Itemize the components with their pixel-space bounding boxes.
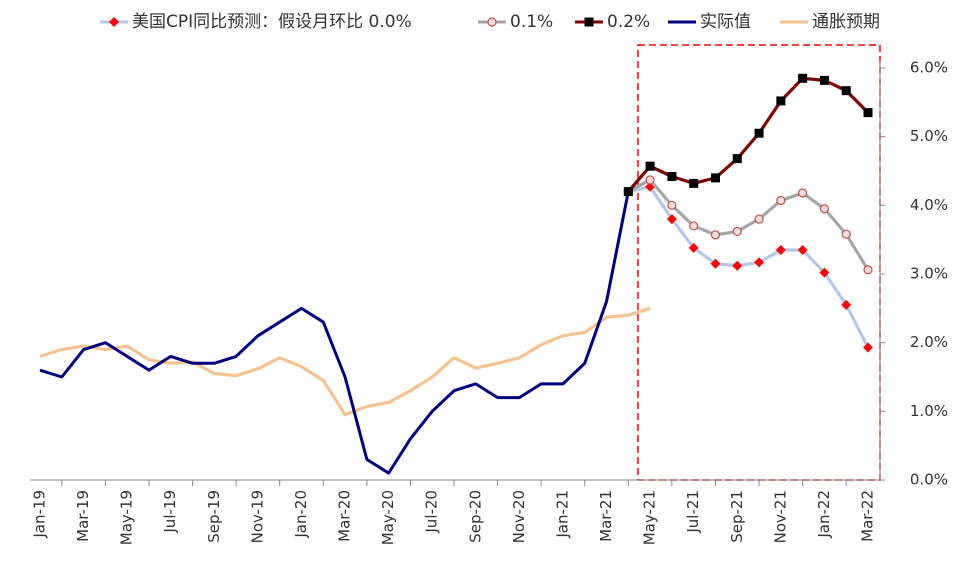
y-tick-label: 3.0% <box>910 265 948 283</box>
marker <box>754 257 765 268</box>
series-line <box>627 185 870 349</box>
x-tick-label: Sep-20 <box>466 490 484 543</box>
legend-label: 实际值 <box>700 12 751 32</box>
y-tick-label: 0.0% <box>910 471 948 489</box>
legend-label: 0.1% <box>510 12 553 32</box>
marker <box>688 242 699 253</box>
marker <box>863 342 873 353</box>
marker <box>776 96 786 106</box>
marker <box>732 260 743 271</box>
series-line <box>627 76 870 193</box>
legend-label: 美国CPI同比预测：假设月环比 0.0% <box>132 12 412 32</box>
x-tick-label: Sep-21 <box>728 490 746 543</box>
marker <box>487 17 497 27</box>
legend-item: 美国CPI同比预测：假设月环比 0.0% <box>100 12 412 32</box>
x-tick-label: Mar-22 <box>859 490 877 542</box>
marker <box>710 230 721 240</box>
y-tick-label: 4.0% <box>910 196 948 214</box>
marker <box>666 214 677 225</box>
x-tick-label: Jul-21 <box>684 490 702 534</box>
marker <box>841 86 851 96</box>
legend-item: 0.2% <box>575 12 650 32</box>
marker <box>584 17 594 27</box>
legend-label: 通胀预期 <box>812 12 880 32</box>
legend-item: 实际值 <box>668 12 751 32</box>
marker <box>689 221 699 231</box>
series-line <box>39 191 630 475</box>
x-tick-label: Jan-20 <box>292 490 310 539</box>
x-tick-label: Mar-19 <box>74 490 92 542</box>
x-tick-label: May-20 <box>379 490 397 545</box>
marker <box>775 244 786 255</box>
marker <box>689 178 699 188</box>
x-tick-label: May-21 <box>641 490 659 545</box>
marker <box>109 17 119 27</box>
marker <box>754 128 764 138</box>
marker <box>623 187 633 197</box>
marker <box>841 299 852 310</box>
y-tick-label: 2.0% <box>910 333 948 351</box>
series-line <box>39 306 651 417</box>
x-tick-label: Sep-19 <box>205 490 223 543</box>
x-tick-label: Jul-19 <box>161 490 179 534</box>
marker <box>710 173 720 183</box>
series-line <box>627 178 870 271</box>
marker <box>863 265 873 275</box>
marker <box>798 73 808 83</box>
y-tick-label: 1.0% <box>910 402 948 420</box>
y-tick-label: 6.0% <box>910 59 948 77</box>
x-tick-label: Jan-22 <box>815 490 833 539</box>
marker <box>798 188 808 198</box>
x-tick-label: Mar-21 <box>597 490 615 542</box>
marker <box>732 226 742 237</box>
marker <box>819 75 829 85</box>
marker <box>645 175 655 185</box>
legend-item: 0.1% <box>478 12 553 32</box>
marker <box>797 244 808 255</box>
x-tick-label: Jan-19 <box>31 490 49 539</box>
marker <box>819 204 830 214</box>
x-tick-label: Nov-19 <box>248 490 266 543</box>
x-tick-label: Mar-20 <box>336 490 354 542</box>
x-tick-label: May-19 <box>118 490 136 545</box>
marker <box>732 154 742 164</box>
x-tick-label: Nov-21 <box>771 490 789 543</box>
marker <box>863 108 873 118</box>
x-tick-label: Jul-20 <box>423 490 441 534</box>
x-tick-label: Jan-21 <box>553 490 571 539</box>
y-tick-label: 5.0% <box>910 127 948 145</box>
legend-label: 0.2% <box>607 12 650 32</box>
marker <box>841 229 851 239</box>
marker <box>645 161 655 171</box>
marker <box>819 267 830 278</box>
marker <box>667 200 677 210</box>
marker <box>667 171 677 181</box>
legend-item: 通胀预期 <box>780 12 880 32</box>
marker <box>776 195 786 206</box>
x-tick-label: Nov-20 <box>510 490 528 543</box>
marker <box>710 258 721 269</box>
marker <box>754 214 764 224</box>
